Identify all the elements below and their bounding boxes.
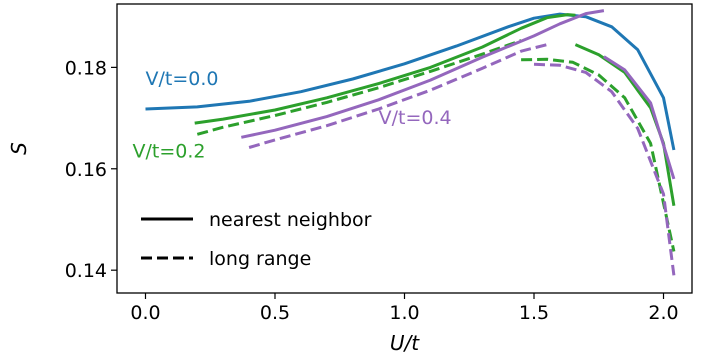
x-tick-label: 2.0: [648, 302, 678, 324]
series-line-0-0: [145, 12, 676, 151]
series-line-4-0: [248, 43, 548, 149]
x-axis-label: U/t: [390, 331, 420, 355]
y-axis-label: S: [7, 142, 31, 155]
series-line-2-0: [196, 39, 522, 136]
series-line-3-1: [603, 55, 676, 180]
plot-lines: [145, 9, 676, 276]
series-line-3-0: [240, 9, 605, 139]
x-tick-label: 1.5: [519, 302, 549, 324]
x-tick-label: 0.0: [130, 302, 160, 324]
axis-ticks: 0.0 0.5 1.0 1.5 2.0 0.14 0.16 0.18: [65, 57, 679, 324]
legend: nearest neighbor long range: [141, 209, 372, 270]
series-line-4-1: [533, 62, 676, 276]
series-line-2-1: [521, 57, 676, 252]
series-annotation: V/t=0.4: [379, 107, 452, 129]
y-tick-label: 0.14: [65, 260, 107, 282]
legend-label: nearest neighbor: [209, 209, 372, 231]
y-tick-label: 0.16: [65, 159, 107, 181]
y-tick-label: 0.18: [65, 57, 107, 79]
x-tick-label: 0.5: [260, 302, 290, 324]
series-annotation: V/t=0.2: [133, 141, 206, 163]
series-annotations: V/t=0.0 V/t=0.2 V/t=0.4: [133, 68, 452, 163]
series-line-1-0: [194, 13, 576, 125]
legend-label: long range: [209, 248, 311, 270]
series-annotation: V/t=0.0: [145, 68, 218, 90]
x-tick-label: 1.0: [389, 302, 419, 324]
